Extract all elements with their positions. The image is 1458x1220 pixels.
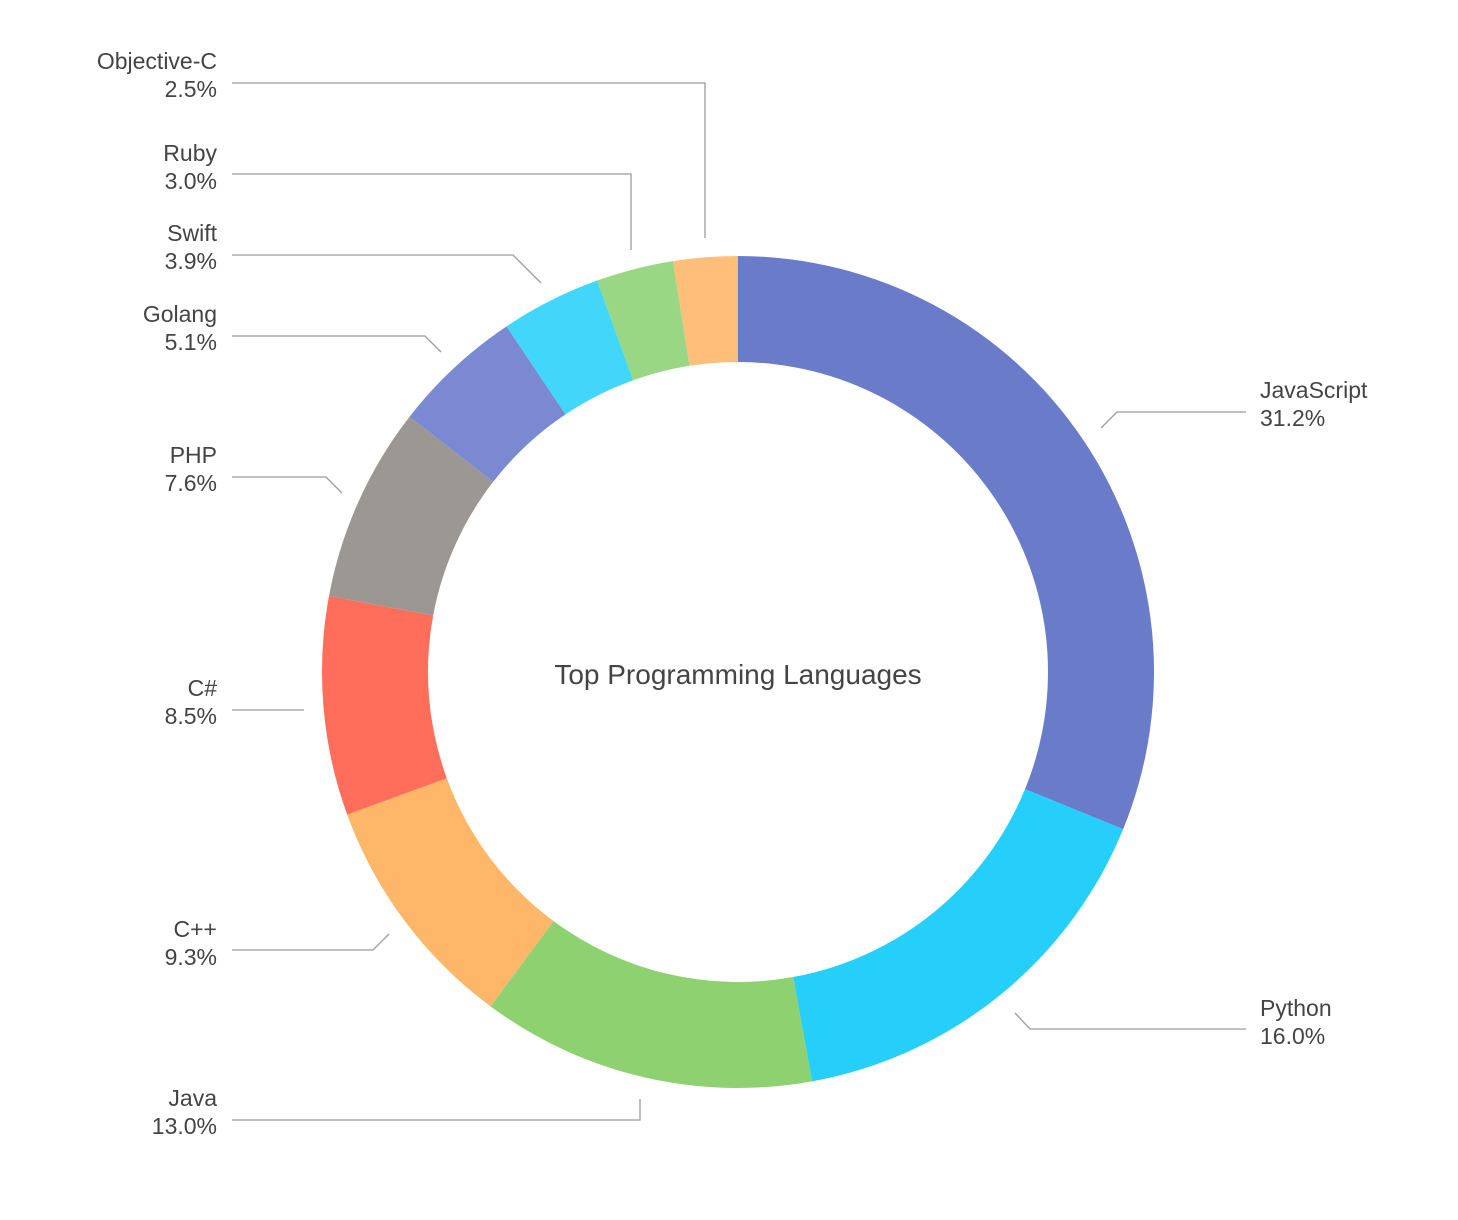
label-value-ruby: 3.0%	[165, 168, 217, 194]
label-name-objective-c: Objective-C	[97, 48, 217, 74]
slice-ruby	[597, 261, 690, 381]
slice-swift	[506, 280, 634, 415]
slice-java	[490, 921, 813, 1088]
label-name-c: C#	[188, 675, 218, 701]
leader-line-swift	[232, 254, 542, 284]
label-value-swift: 3.9%	[165, 248, 217, 274]
donut-slices	[322, 256, 1154, 1088]
leader-lines	[232, 82, 1246, 1121]
slice-c	[347, 778, 554, 1007]
label-name-php: PHP	[170, 442, 217, 468]
leader-line-javascript	[1100, 411, 1246, 429]
leader-line-c	[232, 933, 390, 951]
label-name-ruby: Ruby	[163, 140, 217, 166]
label-value-python: 16.0%	[1260, 1023, 1325, 1049]
slice-python	[793, 789, 1124, 1082]
leader-line-golang	[232, 335, 442, 353]
label-name-golang: Golang	[143, 301, 217, 327]
slice-javascript	[738, 256, 1154, 830]
slice-golang	[409, 326, 566, 482]
leader-line-java	[232, 1099, 641, 1121]
label-name-javascript: JavaScript	[1260, 377, 1368, 403]
leader-line-objective-c	[232, 82, 706, 238]
label-value-javascript: 31.2%	[1260, 405, 1325, 431]
label-value-c: 8.5%	[165, 703, 217, 729]
label-value-php: 7.6%	[165, 470, 217, 496]
slice-objective-c	[672, 256, 738, 366]
label-name-python: Python	[1260, 995, 1332, 1021]
label-value-objective-c: 2.5%	[165, 76, 217, 102]
slice-php	[328, 416, 494, 616]
leader-line-python	[1014, 1012, 1246, 1030]
label-name-java: Java	[168, 1085, 217, 1111]
chart-title: Top Programming Languages	[554, 659, 921, 690]
leader-line-ruby	[232, 173, 632, 250]
slice-c	[322, 596, 447, 815]
label-name-c: C++	[174, 916, 217, 942]
label-value-java: 13.0%	[152, 1113, 217, 1139]
label-value-golang: 5.1%	[165, 329, 217, 355]
label-name-swift: Swift	[167, 220, 217, 246]
leader-line-php	[232, 476, 343, 494]
label-value-c: 9.3%	[165, 944, 217, 970]
